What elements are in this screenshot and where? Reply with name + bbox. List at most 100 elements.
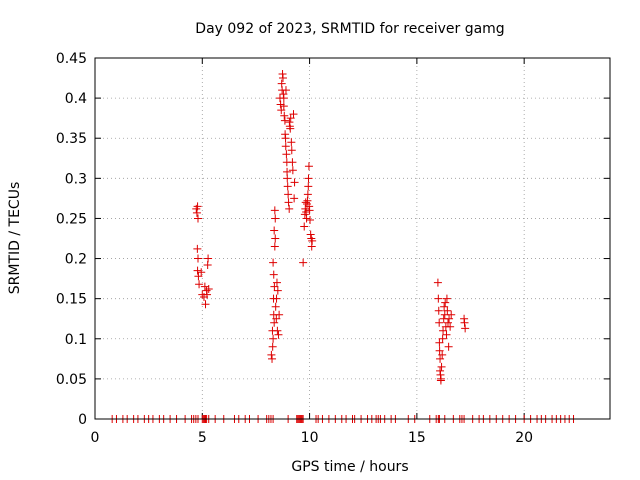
data-point — [446, 322, 455, 331]
y-tick-label: 0.15 — [56, 292, 87, 308]
data-point — [269, 334, 278, 343]
data-point — [434, 294, 443, 303]
data-point — [270, 282, 279, 291]
data-point — [443, 318, 452, 327]
data-point — [435, 338, 444, 347]
data-point — [286, 124, 295, 133]
data-point — [269, 258, 278, 267]
data-point — [289, 110, 298, 119]
data-point — [439, 326, 448, 335]
data-point — [270, 318, 279, 327]
data-point — [442, 294, 451, 303]
y-tick-label: 0.05 — [56, 372, 87, 388]
data-point — [300, 222, 309, 231]
data-point — [193, 266, 202, 275]
data-point — [203, 290, 212, 299]
data-point — [272, 294, 281, 303]
y-tick-label: 0 — [78, 412, 87, 428]
grid-lines — [95, 58, 610, 419]
y-tick-label: 0.25 — [56, 211, 87, 227]
data-point — [284, 198, 293, 207]
data-point — [305, 206, 314, 215]
data-point — [299, 258, 308, 267]
data-point — [447, 310, 456, 319]
data-point — [440, 302, 449, 311]
data-point — [275, 310, 284, 319]
data-point — [204, 254, 213, 263]
data-point — [284, 190, 293, 199]
data-point — [304, 182, 313, 191]
data-point — [277, 106, 286, 115]
data-point — [195, 280, 204, 289]
data-point — [438, 350, 447, 359]
chart-title: Day 092 of 2023, SRMTID for receiver gam… — [195, 21, 504, 37]
data-point — [303, 190, 312, 199]
data-point — [267, 350, 276, 359]
data-point — [301, 198, 310, 207]
x-tick-label: 20 — [515, 430, 533, 446]
data-point — [460, 318, 469, 327]
y-tick-label: 0.3 — [65, 171, 87, 187]
y-tick-label: 0.35 — [56, 131, 87, 147]
data-point — [194, 214, 202, 223]
plot-frame — [94, 57, 611, 420]
y-tick-label: 0.2 — [65, 252, 87, 268]
data-point — [435, 318, 444, 327]
data-point — [273, 326, 282, 335]
data-point — [282, 150, 291, 159]
data-point — [444, 342, 453, 351]
x-tick-label: 0 — [91, 430, 100, 446]
y-tick-label: 0.4 — [65, 91, 87, 107]
data-point — [201, 300, 210, 309]
data-point — [269, 270, 278, 279]
data-point — [435, 346, 444, 355]
data-point — [288, 158, 297, 167]
data-point — [280, 116, 289, 125]
axis-ticks: 0 0.05 0.1 0.15 0.2 0.25 0.3 0.35 0.4 0.45 0 5 10 15 2… — [56, 51, 610, 446]
data-point — [438, 334, 447, 343]
data-point — [287, 138, 296, 147]
data-point — [445, 314, 454, 323]
data-point — [281, 86, 290, 95]
data-point — [280, 111, 289, 120]
data-point — [272, 314, 281, 323]
data-point — [204, 285, 213, 294]
data-point — [271, 302, 280, 311]
data-point — [272, 278, 281, 287]
data-point — [306, 216, 315, 225]
x-tick-label: 10 — [301, 430, 319, 446]
data-point — [194, 254, 202, 263]
data-point — [290, 194, 299, 203]
data-point — [271, 214, 280, 223]
data-point — [290, 178, 299, 187]
data-point — [268, 342, 277, 351]
data-point — [443, 306, 452, 315]
data-points — [108, 70, 578, 423]
data-point — [283, 174, 292, 183]
x-tick-label: 5 — [198, 430, 207, 446]
data-point — [193, 202, 202, 211]
data-point — [274, 330, 283, 339]
data-point — [442, 330, 451, 339]
data-point — [268, 354, 277, 363]
y-tick-label: 0.1 — [65, 332, 87, 348]
data-point — [286, 114, 295, 123]
data-point — [285, 204, 294, 213]
data-point — [306, 230, 315, 239]
y-axis-label: SRMTID / TECUs — [7, 182, 23, 295]
data-point — [461, 324, 470, 333]
data-point — [279, 94, 288, 103]
data-point — [308, 236, 317, 245]
data-point — [270, 206, 279, 215]
data-point — [276, 100, 285, 109]
data-point — [192, 208, 201, 217]
data-point — [270, 226, 279, 235]
data-point — [278, 74, 287, 83]
x-axis-label: GPS time / hours — [291, 459, 408, 475]
data-point — [304, 162, 313, 171]
data-point — [281, 142, 290, 151]
data-point — [288, 166, 297, 175]
data-point — [273, 286, 282, 295]
data-point — [270, 242, 279, 251]
